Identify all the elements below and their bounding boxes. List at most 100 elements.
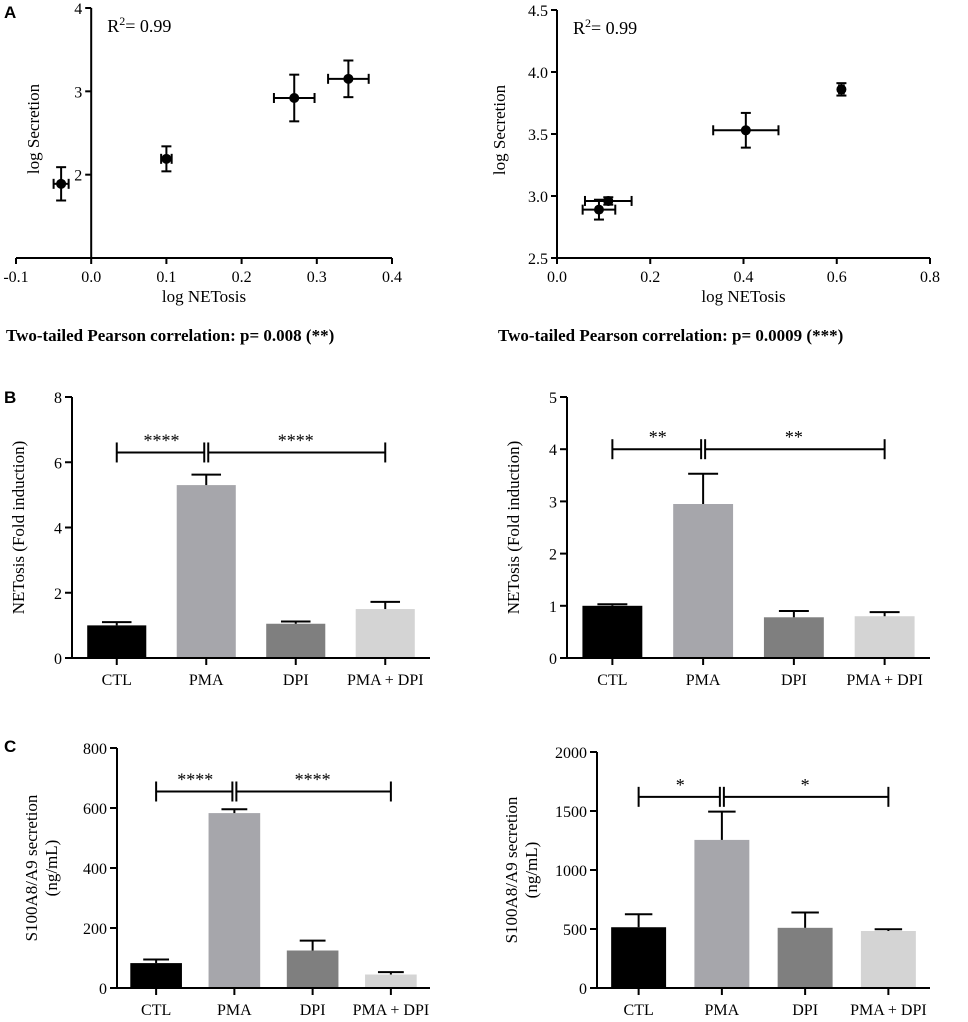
y-axis-label: NETosis (Fold induction) (504, 441, 523, 615)
bar-pma-dpi (355, 609, 415, 658)
x-tick-label: DPI (300, 1002, 326, 1019)
x-tick-label: DPI (792, 1002, 818, 1019)
y-tick-label: 4.5 (528, 3, 548, 20)
panel-letter-c: C (4, 737, 16, 756)
y-tick-label: 3.0 (528, 189, 548, 206)
y-tick-label: 600 (83, 801, 107, 818)
bar-chart-b-left: 0 2 4 6 8 CTL PMA DPI PMA + DPI NETosis (Fold ind… (9, 390, 430, 689)
r-squared-annotation: R2= 0.99 (573, 16, 637, 38)
x-tick-label: -0.1 (3, 269, 28, 286)
y-tick-label: 2 (74, 168, 82, 185)
y-tick-label: 1000 (555, 863, 587, 880)
x-tick-label: PMA (189, 672, 224, 689)
bar-pma-dpi (365, 974, 417, 988)
x-tick-label: PMA (217, 1002, 252, 1019)
x-tick-label: CTL (624, 1002, 654, 1019)
data-point (289, 93, 300, 103)
scatter-chart-a-right: 0.0 0.2 0.4 0.6 0.8 2.5 3.0 3.5 4.0 4.5 log NETosi… (490, 3, 940, 345)
data-point (343, 73, 354, 84)
y-tick-label: 8 (54, 390, 62, 407)
x-tick-label: 0.6 (827, 269, 847, 286)
y-tick-label: 2 (549, 547, 557, 564)
y-axis-label-line1: S100A8/A9 secretion (22, 794, 41, 941)
y-tick-label: 0 (549, 651, 557, 668)
bar-chart-b-right: 0 1 2 3 4 5 CTL PMA DPI PMA + DPI NETosis (Fold in… (504, 390, 930, 689)
r-squared-annotation: R2= 0.99 (107, 14, 171, 36)
bar-chart-c-right: 0 500 1000 1500 2000 CTL PMA DPI PMA + DPI S100A8… (502, 745, 930, 1019)
r-squared-value: = 0.99 (125, 16, 171, 36)
r-squared-exponent: 2 (119, 14, 125, 28)
r-squared-exponent: 2 (585, 16, 591, 30)
panel-letter-a: A (4, 3, 16, 22)
bar-ctl (611, 927, 667, 988)
y-tick-label: 3.5 (528, 127, 548, 144)
y-tick-label: 800 (83, 741, 107, 758)
bar-pma (673, 504, 734, 658)
bar-pma (176, 485, 236, 658)
significance-stars-right: * (801, 775, 810, 795)
significance-stars-right: **** (295, 770, 331, 790)
y-tick-label: 200 (83, 921, 107, 938)
x-tick-label: 0.2 (640, 269, 660, 286)
bar-dpi (763, 617, 824, 658)
x-tick-label: DPI (781, 672, 807, 689)
data-point (593, 204, 604, 215)
bar-dpi (286, 950, 339, 988)
r-squared-symbol: R (573, 18, 585, 38)
y-axis-label: log Secretion (490, 84, 509, 175)
y-tick-label: 2000 (555, 745, 587, 762)
y-tick-label: 1 (549, 599, 557, 616)
y-axis-label-line1: S100A8/A9 secretion (502, 796, 521, 943)
correlation-caption: Two-tailed Pearson correlation: p= 0.000… (498, 326, 843, 345)
y-tick-label: 4 (54, 521, 62, 538)
x-tick-label: 0.2 (232, 269, 252, 286)
bar-chart-c-left: 0 200 400 600 800 CTL PMA DPI PMA + DPI S100A8/A9… (22, 741, 430, 1019)
y-tick-label: 1500 (555, 804, 587, 821)
y-axis-label: log Secretion (24, 83, 43, 174)
bar-pma-dpi (860, 931, 916, 988)
x-axis-label: log NETosis (701, 287, 785, 306)
bar-ctl (130, 963, 182, 988)
x-tick-label: PMA + DPI (846, 672, 923, 689)
x-tick-label: PMA (705, 1002, 740, 1019)
panel-letter-b: B (4, 388, 16, 407)
data-point (836, 84, 847, 95)
y-tick-label: 4 (74, 1, 82, 18)
x-tick-label: 0.0 (81, 269, 101, 286)
bar-ctl (87, 625, 147, 658)
x-tick-label: CTL (102, 672, 132, 689)
y-tick-label: 3 (74, 84, 82, 101)
significance-stars-right: ** (785, 427, 803, 447)
y-tick-label: 500 (563, 922, 587, 939)
significance-stars-left: **** (177, 770, 213, 790)
x-tick-label: 0.8 (920, 269, 940, 286)
x-tick-label: PMA (686, 672, 721, 689)
x-tick-label: PMA + DPI (353, 1002, 430, 1019)
y-tick-label: 3 (549, 494, 557, 511)
y-axis-label-line2: (ng/mL) (522, 842, 541, 899)
bar-dpi (266, 623, 326, 658)
x-axis-label: log NETosis (162, 287, 246, 306)
x-tick-label: 0.3 (307, 269, 327, 286)
bar-pma (694, 839, 750, 988)
x-tick-label: PMA + DPI (850, 1002, 927, 1019)
data-point (740, 125, 751, 136)
y-tick-label: 2 (54, 586, 62, 603)
x-tick-label: 0.1 (156, 269, 176, 286)
y-tick-label: 5 (549, 390, 557, 407)
y-tick-label: 0 (54, 651, 62, 668)
r-squared-value: = 0.99 (591, 18, 637, 38)
y-axis-label: NETosis (Fold induction) (9, 441, 28, 615)
data-point (161, 153, 172, 164)
bar-ctl (582, 605, 643, 658)
significance-stars-right: **** (278, 430, 314, 450)
y-tick-label: 6 (54, 455, 62, 472)
x-tick-label: 0.4 (382, 269, 402, 286)
y-tick-label: 0 (99, 981, 107, 998)
bar-pma-dpi (854, 616, 915, 658)
x-tick-label: 0.4 (734, 269, 754, 286)
y-axis-label-line2: (ng/mL) (42, 840, 61, 897)
significance-stars-left: ** (649, 427, 667, 447)
data-point (56, 178, 67, 189)
bar-dpi (777, 927, 833, 988)
